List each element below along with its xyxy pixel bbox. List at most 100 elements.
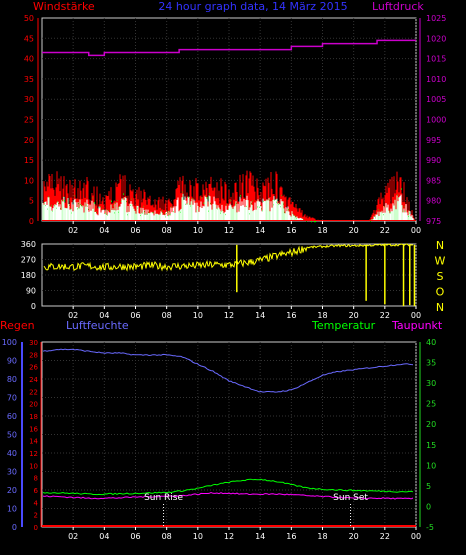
humidity-x-tick-label: 04 [99,532,109,541]
pressure-axis-tick-label: 995 [426,136,441,145]
temperature-axis-tick-label: 25 [426,400,436,409]
temperature-axis-tick-label: 40 [426,338,436,347]
temperature-axis-tick-label: -5 [426,523,434,532]
pressure-axis-title: Luftdruck [372,0,424,13]
humidity-x-tick-label: 22 [380,532,390,541]
rain-axis-tick-label: 22 [29,388,38,396]
sun-rise-label: Sun Rise [144,493,183,503]
graph-date-title: 24 hour graph data, 14 März 2015 [158,0,347,13]
wind-axis-tick-label: 25 [24,116,34,125]
wind-axis-tick-label: 40 [24,55,34,64]
humidity-x-tick-label: 08 [162,532,172,541]
direction-x-tick-label: 14 [255,311,265,320]
direction-x-tick-label: 06 [130,311,140,320]
wind-axis-tick-label: 10 [24,176,34,185]
wind-axis-tick-label: 30 [24,95,34,104]
dewpoint-axis-title: Taupunkt [391,319,443,332]
temperature-axis-tick-label: 10 [426,461,436,470]
humidity-axis-tick-label: 90 [7,357,17,366]
pressure-axis-tick-label: 990 [426,156,441,165]
wind-speed-point [240,195,241,197]
rain-axis-tick-label: 24 [29,376,38,384]
wind-x-tick-label: 06 [130,226,140,235]
temperature-axis-tick-label: 5 [426,482,431,491]
direction-x-tick-label: 12 [224,311,234,320]
wind-axis-tick-label: 50 [24,14,34,23]
temperature-axis-tick-label: 0 [426,502,431,511]
humidity-axis-tick-label: 80 [7,375,17,384]
wind-x-tick-label: 18 [317,226,327,235]
wind-axis-tick-label: 35 [24,75,34,84]
direction-compass-label: S [437,270,444,283]
direction-compass-label: W [435,255,446,268]
humidity-series-line [42,348,414,393]
wind-axis-tick-label: 0 [29,217,34,226]
dewpoint-series-line [42,491,414,500]
humidity-axis-tick-label: 100 [2,338,17,347]
temperature-axis-tick-label: 15 [426,441,436,450]
humidity-x-tick-label: 14 [255,532,265,541]
wind-speed-point [64,200,65,202]
rain-axis-tick-label: 8 [34,475,38,483]
wind-x-tick-label: 16 [286,226,296,235]
direction-axis-tick-label: 90 [26,287,36,296]
humidity-x-tick-label: 20 [349,532,359,541]
rain-axis-tick-label: 20 [29,401,38,409]
wind-pressure-panel: 0510152025303540455097598098599099510001… [24,14,447,235]
direction-compass-label: N [436,301,444,314]
direction-x-tick-label: 18 [317,311,327,320]
direction-x-tick-label: 10 [193,311,203,320]
humidity-x-tick-label: 00 [411,532,421,541]
direction-x-tick-label: 00 [411,311,421,320]
humidity-x-tick-label: 18 [317,532,327,541]
humidity-temperature-panel: 0102030405060708090100024681012141618202… [2,338,436,541]
temperature-axis-tick-label: 35 [426,359,436,368]
wind-speed-point [123,193,124,195]
wind-speed-point [207,197,208,199]
pressure-axis-tick-label: 1015 [426,55,446,64]
temperature-series-line [42,478,414,496]
humidity-axis-tick-label: 20 [7,486,17,495]
wind-x-tick-label: 20 [349,226,359,235]
wind-speed-point [311,221,312,223]
humidity-axis-tick-label: 50 [7,431,17,440]
humidity-axis-tick-label: 30 [7,468,17,477]
humidity-axis-tick-label: 60 [7,412,17,421]
pressure-axis-tick-label: 1005 [426,95,446,104]
pressure-axis-tick-label: 985 [426,176,441,185]
humidity-x-tick-label: 02 [68,532,78,541]
wind-speed-point [94,202,95,204]
humidity-axis-title: Luftfeuchte [66,319,129,332]
wind-axis-tick-label: 45 [24,34,34,43]
rain-axis-tick-label: 16 [29,425,38,433]
rain-axis-tick-label: 28 [29,351,38,359]
wind-axis-tick-label: 20 [24,136,34,145]
pressure-axis-tick-label: 1000 [426,116,446,125]
humidity-axis-tick-label: 10 [7,505,17,514]
temperature-axis-tick-label: 30 [426,379,436,388]
wind-speed-point [401,188,402,190]
wind-speed-point [315,221,316,223]
humidity-axis-tick-label: 70 [7,394,17,403]
wind-x-tick-label: 00 [411,226,421,235]
rain-axis-tick-label: 0 [34,524,38,532]
wind-speed-point [111,200,112,202]
rain-axis-tick-label: 26 [29,364,38,372]
pressure-axis-tick-label: 1025 [426,14,446,23]
pressure-axis-tick-label: 1010 [426,75,446,84]
direction-x-tick-label: 02 [68,311,78,320]
wind-x-tick-label: 08 [162,226,172,235]
wind-speed-point [370,220,371,222]
humidity-x-tick-label: 16 [286,532,296,541]
rain-axis-tick-label: 4 [34,499,39,507]
direction-x-tick-label: 16 [286,311,296,320]
rain-axis-tick-label: 14 [29,438,38,446]
humidity-axis-tick-label: 40 [7,449,17,458]
rain-axis-title: Regen [0,319,35,332]
wind-x-tick-label: 12 [224,226,234,235]
wind-x-tick-label: 04 [99,226,109,235]
pressure-series-line [42,39,416,57]
wind-direction-line [43,243,413,272]
